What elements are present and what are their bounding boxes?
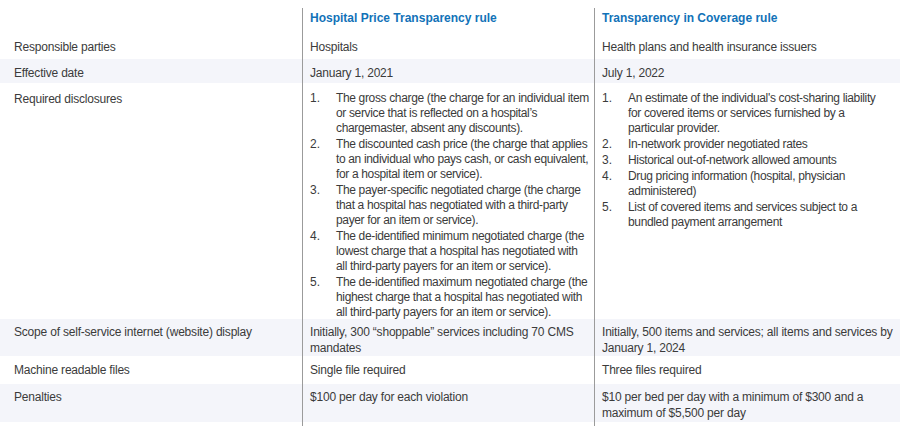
cell-hpt-penalties: $100 per day for each violation	[302, 384, 594, 422]
column-divider-2	[594, 8, 595, 426]
table-row-required-disclosures: Required disclosures 1.The gross charge …	[0, 83, 900, 319]
table-row-penalties: Penalties $100 per day for each violatio…	[0, 384, 900, 422]
cell-tic-machine-readable: Three files required	[594, 356, 900, 384]
row-label: Effective date	[0, 59, 302, 83]
table-row-machine-readable-files: Machine readable files Single file requi…	[0, 356, 900, 384]
column-header-hospital-price-transparency: Hospital Price Transparency rule	[302, 0, 594, 32]
row-label: Responsible parties	[0, 32, 302, 59]
comparison-table: Hospital Price Transparency rule Transpa…	[0, 0, 900, 435]
row-label: Required disclosures	[0, 83, 302, 321]
cell-tic-penalties: $10 per bed per day with a minimum of $3…	[594, 384, 900, 422]
cell-tic-responsible-parties: Health plans and health insurance issuer…	[594, 32, 900, 59]
cell-tic-effective-date: July 1, 2022	[594, 59, 900, 83]
list-item: 4.Drug pricing information (hospital, ph…	[602, 169, 900, 199]
table-row-effective-date: Effective date January 1, 2021 July 1, 2…	[0, 59, 900, 83]
cell-hpt-machine-readable: Single file required	[302, 356, 594, 384]
cell-tic-required-disclosures: 1.An estimate of the individual's cost-s…	[594, 83, 900, 321]
cell-hpt-effective-date: January 1, 2021	[302, 59, 594, 83]
row-label: Penalties	[0, 384, 302, 422]
list-item: 1.The gross charge (the charge for an in…	[310, 91, 594, 136]
hpt-disclosures-list: 1.The gross charge (the charge for an in…	[310, 91, 594, 320]
tic-disclosures-list: 1.An estimate of the individual's cost-s…	[602, 91, 900, 230]
cell-hpt-responsible-parties: Hospitals	[302, 32, 594, 59]
list-item: 5.The de-identified maximum negotiated c…	[310, 275, 594, 320]
list-item: 2.In-network provider negotiated rates	[602, 137, 900, 152]
list-item: 3.The payer-specific negotiated charge (…	[310, 183, 594, 228]
list-item: 1.An estimate of the individual's cost-s…	[602, 91, 900, 136]
cell-tic-scope: Initially, 500 items and services; all i…	[594, 319, 900, 356]
row-label: Scope of self-service internet (website)…	[0, 319, 302, 356]
header-empty-cell	[0, 0, 302, 32]
column-divider-1	[302, 8, 303, 426]
cell-hpt-required-disclosures: 1.The gross charge (the charge for an in…	[302, 83, 594, 321]
column-header-transparency-in-coverage: Transparency in Coverage rule	[594, 0, 900, 32]
table-row-scope: Scope of self-service internet (website)…	[0, 319, 900, 356]
list-item: 2.The discounted cash price (the charge …	[310, 137, 594, 182]
list-item: 5.List of covered items and services sub…	[602, 200, 900, 230]
list-item: 3.Historical out-of-network allowed amou…	[602, 153, 900, 168]
header-row: Hospital Price Transparency rule Transpa…	[0, 0, 900, 32]
list-item: 4.The de-identified minimum negotiated c…	[310, 229, 594, 274]
table-row-responsible-parties: Responsible parties Hospitals Health pla…	[0, 32, 900, 59]
row-label: Machine readable files	[0, 356, 302, 384]
cell-hpt-scope: Initially, 300 “shoppable” services incl…	[302, 319, 594, 356]
